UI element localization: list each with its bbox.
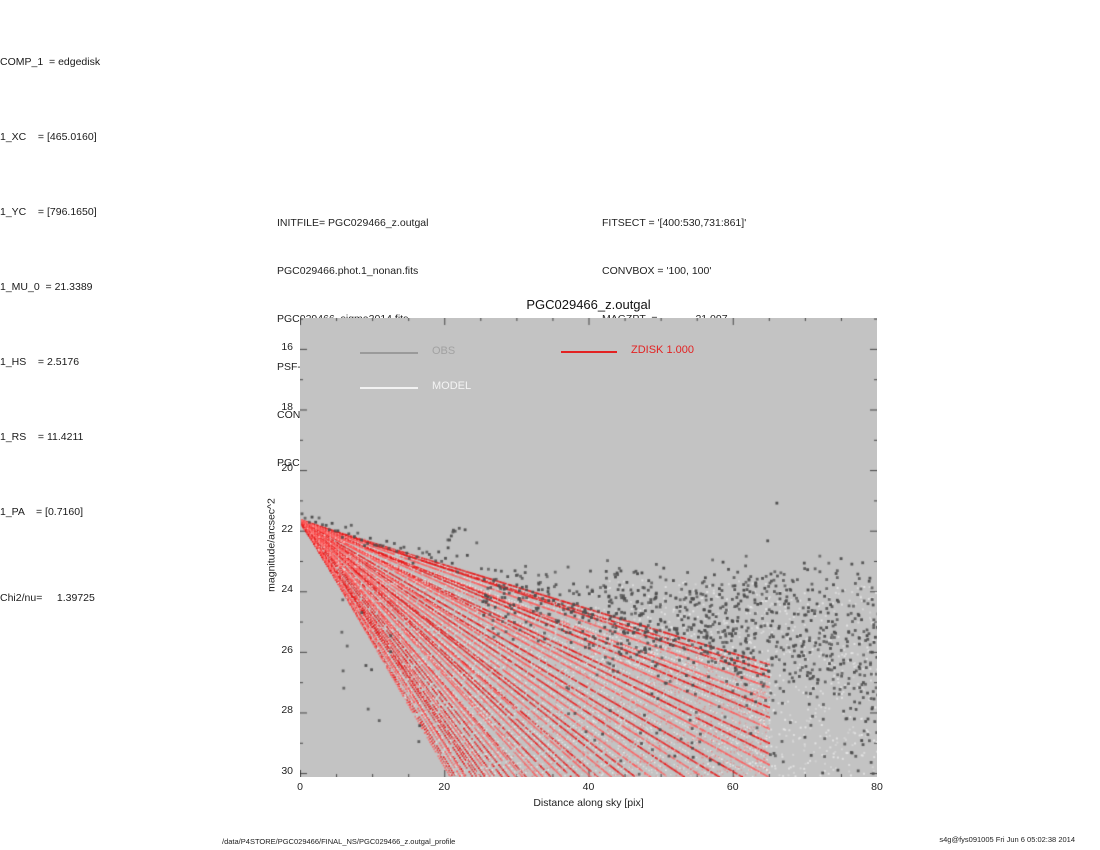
plot-timestamp: s4g@fys091005 Fri Jun 6 05:02:38 2014 [939, 835, 1075, 844]
legend-model-line-sample [360, 387, 418, 389]
initfile-line: INITFILE= PGC029466_z.outgal [277, 217, 429, 229]
legend-obs-line-sample [360, 352, 418, 354]
rs-line: 1_RS = 11.4211 [0, 431, 84, 443]
scatter-plot-canvas [300, 318, 877, 777]
legend-obs-label: OBS [432, 345, 456, 357]
mu0-line: 1_MU_0 = 21.3389 [0, 281, 93, 293]
y-axis-title: magnitude/arcsec^2 [265, 498, 278, 592]
x-tick-label: 20 [438, 781, 451, 793]
plot-area: OBS MODEL ZDISK 1.000 [300, 318, 877, 777]
chi2-line: Chi2/nu= 1.39725 [0, 592, 95, 604]
y-tick-label: 18 [281, 401, 293, 414]
fitsect-line: FITSECT = '[400:530,731:861]' [602, 217, 747, 229]
legend-zdisk-line-sample [561, 351, 617, 353]
y-tick-label: 30 [281, 765, 293, 778]
convbox-line: CONVBOX = '100, 100' [602, 265, 712, 277]
y-tick-label: 16 [281, 340, 293, 353]
fit-results-block: COMP_1 = edgedisk 1_XC = [465.0160] 1_YC… [0, 56, 101, 604]
x-axis-title: Distance along sky [pix] [533, 797, 644, 809]
y-tick-label: 20 [281, 462, 293, 475]
plot-title: PGC029466_z.outgal [526, 297, 651, 312]
phot-file-line: PGC029466.phot.1_nonan.fits [277, 265, 419, 277]
hs-line: 1_HS = 2.5176 [0, 356, 80, 368]
pa-line: 1_PA = [0.7160] [0, 506, 83, 518]
xc-line: 1_XC = [465.0160] [0, 131, 97, 143]
comp1-line: COMP_1 = edgedisk [0, 56, 101, 68]
output-file-path: /data/P4STORE/PGC029466/FINAL_NS/PGC0294… [222, 837, 456, 846]
y-tick-label: 28 [281, 704, 293, 717]
legend-zdisk-label: ZDISK 1.000 [631, 344, 694, 356]
x-tick-label: 60 [726, 781, 739, 793]
yc-line: 1_YC = [796.1650] [0, 206, 97, 218]
y-tick-label: 22 [281, 522, 293, 535]
y-tick-label: 26 [281, 643, 293, 656]
x-tick-label: 80 [871, 781, 883, 793]
y-tick-label: 24 [281, 583, 293, 596]
legend-model-label: MODEL [432, 380, 472, 392]
x-tick-label: 0 [297, 781, 303, 793]
x-tick-label: 40 [582, 781, 595, 793]
